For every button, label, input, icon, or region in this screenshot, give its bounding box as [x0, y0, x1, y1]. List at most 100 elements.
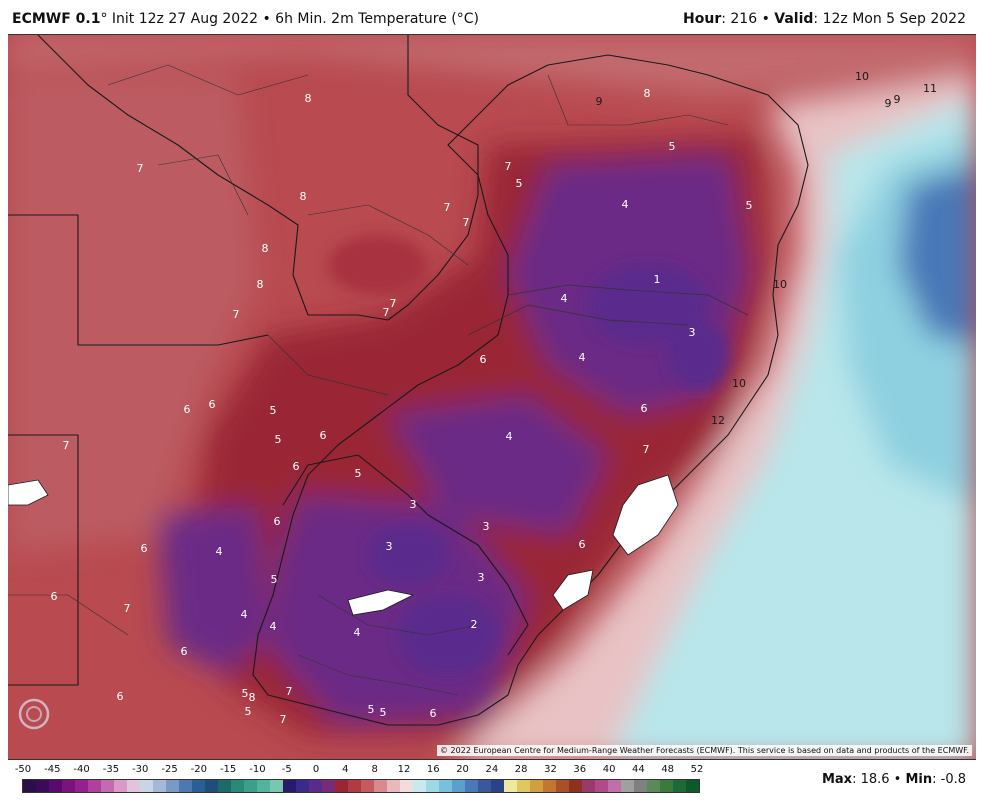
- lagoon-west: [8, 479, 49, 506]
- color-legend-swatch: [556, 780, 569, 792]
- weatherbell-logo: [16, 695, 106, 733]
- temperature-label: 5: [271, 573, 278, 586]
- temperature-label: 9: [596, 95, 603, 108]
- color-legend-swatch: [205, 780, 218, 792]
- temperature-label: 6: [184, 403, 191, 416]
- valid-label: Valid: [774, 11, 814, 27]
- temperature-label: 10: [773, 278, 787, 291]
- temperature-label: 7: [137, 162, 144, 175]
- color-legend-swatch: [192, 780, 205, 792]
- temperature-label: 5: [746, 199, 753, 212]
- temperature-label: 6: [320, 429, 327, 442]
- temperature-label: 7: [444, 201, 451, 214]
- temperature-label: 8: [257, 278, 264, 291]
- temperature-label: 6: [141, 542, 148, 555]
- borders: [8, 35, 809, 726]
- temperature-label: 9: [885, 97, 892, 110]
- temperature-label: 8: [305, 92, 312, 105]
- color-legend-swatch: [62, 780, 75, 792]
- province-line-1: [107, 64, 309, 96]
- temperature-label: 7: [643, 443, 650, 456]
- valid-time: Hour: 216 • Valid: 12z Mon 5 Sep 2022: [683, 11, 966, 27]
- logo-swirl-icon: [18, 698, 50, 730]
- init-description: ° Init 12z 27 Aug 2022 • 6h Min. 2m Temp…: [100, 11, 479, 27]
- color-legend-swatch: [36, 780, 49, 792]
- color-legend-swatch: [426, 780, 439, 792]
- province-line-2: [157, 154, 249, 216]
- color-legend-swatch: [517, 780, 530, 792]
- color-legend-swatch: [270, 780, 283, 792]
- temperature-label: 7: [383, 306, 390, 319]
- temperature-label: 6: [274, 515, 281, 528]
- province-line-7: [547, 74, 729, 126]
- color-legend-tick: 24: [485, 764, 499, 775]
- temperature-label: 5: [380, 706, 387, 719]
- color-legend-swatch: [621, 780, 634, 792]
- color-legend-swatch: [400, 780, 413, 792]
- temperature-label: 6: [579, 538, 586, 551]
- cold-core-northeast: [588, 265, 708, 345]
- max-value: : 18.6 •: [852, 772, 906, 787]
- color-legend-swatch: [387, 780, 400, 792]
- color-legend-tick: 0: [312, 764, 320, 775]
- temperature-label: 1: [654, 273, 661, 286]
- color-legend-tick: 12: [397, 764, 411, 775]
- color-legend-swatch: [166, 780, 179, 792]
- temperature-map[interactable]: 8 9 8 10 11 9 9 7 5 7 5 8 7 7 4 5 8 8 1 10 7 7 7 4 3 6 4 10 6 6 5 6 12 7 5…: [8, 34, 976, 760]
- color-legend-swatch: [127, 780, 140, 792]
- color-legend-swatch: [478, 780, 491, 792]
- temperature-label: 3: [689, 326, 696, 339]
- color-legend-tick: -20: [190, 764, 207, 775]
- color-legend-tick: 32: [544, 764, 557, 775]
- color-legend-swatch: [75, 780, 88, 792]
- lagoon-interior: [347, 589, 415, 616]
- color-legend: -50 -45 -40 -35 -30 -25 -20 -15 -10 -5 0 4 8 12 16 20 24…: [15, 764, 708, 796]
- border-uruguay: [282, 454, 529, 656]
- temperature-label: 10: [732, 377, 746, 390]
- color-legend-tick: 16: [426, 764, 440, 775]
- state-line-3: [267, 334, 389, 396]
- temperature-label: 7: [233, 308, 240, 321]
- temperature-label: 5: [275, 433, 282, 446]
- color-legend-swatch: [179, 780, 192, 792]
- temperature-label: 2: [471, 618, 478, 631]
- temperature-label: 12: [711, 414, 725, 427]
- temperature-label: 6: [51, 590, 58, 603]
- temperature-label: 5: [355, 467, 362, 480]
- color-legend-tick: 52: [690, 764, 704, 775]
- color-legend-swatch: [348, 780, 361, 792]
- color-legend-tick: -15: [219, 764, 237, 775]
- color-legend-swatch: [114, 780, 127, 792]
- province-line-6: [8, 594, 129, 636]
- color-legend-tick: 44: [632, 764, 645, 775]
- temperature-label: 5: [516, 177, 523, 190]
- cold-cores: [328, 235, 728, 675]
- color-legend-swatch: [257, 780, 270, 792]
- temperature-label: 4: [506, 430, 513, 443]
- coastline: [252, 54, 809, 726]
- temperature-label: 5: [245, 705, 252, 718]
- temperature-label: 6: [181, 645, 188, 658]
- map-header: ECMWF 0.1° Init 12z 27 Aug 2022 • 6h Min…: [0, 0, 984, 34]
- state-line-2: [467, 304, 689, 336]
- color-legend-swatch: [361, 780, 374, 792]
- map-title: ECMWF 0.1° Init 12z 27 Aug 2022 • 6h Min…: [12, 11, 479, 27]
- purple-central: [388, 395, 608, 535]
- temperature-label: 7: [280, 713, 287, 726]
- color-legend-tick: -10: [249, 764, 266, 775]
- temperature-label: 8: [644, 87, 651, 100]
- temperature-label: 11: [923, 82, 937, 95]
- color-legend-swatch: [322, 780, 335, 792]
- temperature-label: 7: [463, 216, 470, 229]
- color-legend-tick: 20: [456, 764, 469, 775]
- warm-patch-paraguay: [328, 235, 428, 295]
- province-line-4: [317, 594, 479, 636]
- color-legend-swatch: [244, 780, 257, 792]
- color-legend-swatch: [647, 780, 660, 792]
- temperature-label: 8: [300, 190, 307, 203]
- color-legend-swatch: [608, 780, 621, 792]
- temperature-label: 6: [480, 353, 487, 366]
- temperature-label: 4: [622, 198, 629, 211]
